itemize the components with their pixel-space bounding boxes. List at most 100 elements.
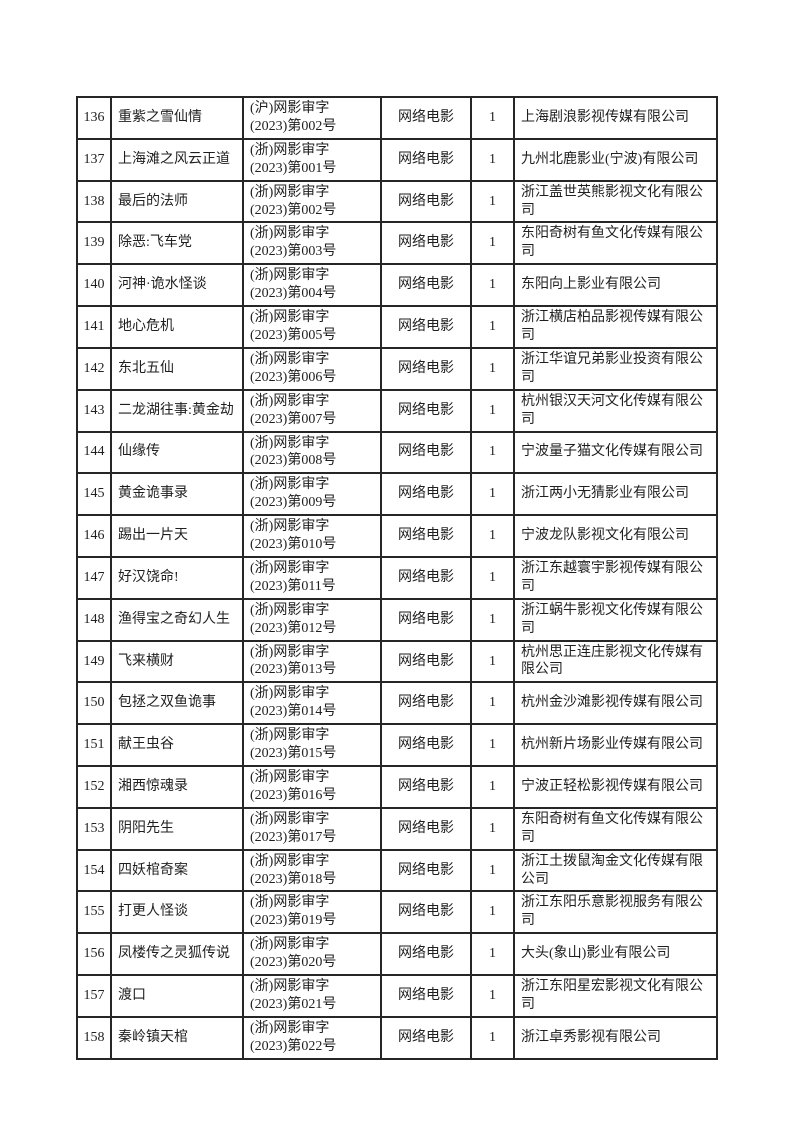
table-row: 141 地心危机 (浙)网影审字 (2023)第005号 网络电影 1 浙江横店… [76, 305, 718, 349]
license-line-2: (2023)第014号 [250, 704, 337, 720]
film-type-cell: 网络电影 [380, 1015, 472, 1060]
row-number-cell: 149 [76, 639, 112, 684]
table-row: 146 踢出一片天 (浙)网影审字 (2023)第010号 网络电影 1 宁波龙… [76, 514, 718, 558]
production-company-cell: 浙江两小无猜影业有限公司 [513, 472, 718, 517]
license-number-cell: (浙)网影审字 (2023)第003号 [242, 221, 382, 266]
table-row: 155 打更人怪谈 (浙)网影审字 (2023)第019号 网络电影 1 浙江东… [76, 890, 718, 935]
film-type-cell: 网络电影 [380, 723, 472, 767]
license-line-1: (浙)网影审字 [250, 686, 330, 702]
license-line-1: (浙)网影审字 [250, 226, 330, 242]
film-title-cell: 好汉饶命! [110, 555, 244, 600]
production-company-cell: 大头(象山)影业有限公司 [513, 932, 718, 977]
row-number-cell: 144 [76, 430, 112, 475]
episode-count-cell: 1 [470, 723, 515, 767]
film-type-cell: 网络电影 [380, 639, 472, 684]
table-row: 145 黄金诡事录 (浙)网影审字 (2023)第009号 网络电影 1 浙江两… [76, 472, 718, 517]
episode-count-cell: 1 [470, 221, 515, 266]
row-number-cell: 142 [76, 346, 112, 391]
episode-count-cell: 1 [470, 806, 515, 851]
film-type-cell: 网络电影 [380, 430, 472, 475]
film-title-cell: 最后的法师 [110, 179, 244, 224]
film-title-cell: 秦岭镇天棺 [110, 1015, 244, 1060]
table-row: 138 最后的法师 (浙)网影审字 (2023)第002号 网络电影 1 浙江盖… [76, 179, 718, 224]
film-title-cell: 除恶:飞车党 [110, 221, 244, 266]
episode-count-cell: 1 [470, 346, 515, 391]
license-number-cell: (浙)网影审字 (2023)第011号 [242, 555, 382, 600]
film-type-cell: 网络电影 [380, 597, 472, 642]
license-line-2: (2023)第011号 [250, 578, 336, 594]
license-number-cell: (浙)网影审字 (2023)第016号 [242, 765, 382, 809]
table-row: 153 阴阳先生 (浙)网影审字 (2023)第017号 网络电影 1 东阳奇树… [76, 806, 718, 851]
production-company-cell: 杭州金沙滩影视传媒有限公司 [513, 681, 718, 726]
row-number-cell: 136 [76, 96, 112, 140]
row-number-cell: 154 [76, 848, 112, 893]
episode-count-cell: 1 [470, 974, 515, 1018]
film-type-cell: 网络电影 [380, 137, 472, 182]
license-line-2: (2023)第019号 [250, 913, 337, 929]
row-number-cell: 150 [76, 681, 112, 726]
table-row: 156 凤楼传之灵狐传说 (浙)网影审字 (2023)第020号 网络电影 1 … [76, 932, 718, 977]
film-type-cell: 网络电影 [380, 555, 472, 600]
table-row: 157 渡口 (浙)网影审字 (2023)第021号 网络电影 1 浙江东阳星宏… [76, 974, 718, 1018]
row-number-cell: 145 [76, 472, 112, 517]
license-line-1: (浙)网影审字 [250, 895, 330, 911]
film-title-cell: 地心危机 [110, 305, 244, 349]
production-company-cell: 浙江东越寰宇影视传媒有限公司 [513, 555, 718, 600]
license-number-cell: (浙)网影审字 (2023)第013号 [242, 639, 382, 684]
license-line-1: (浙)网影审字 [250, 602, 330, 618]
episode-count-cell: 1 [470, 305, 515, 349]
license-line-2: (2023)第022号 [250, 1038, 337, 1054]
license-line-1: (浙)网影审字 [250, 1020, 330, 1036]
license-line-2: (2023)第010号 [250, 537, 337, 553]
episode-count-cell: 1 [470, 555, 515, 600]
license-number-cell: (浙)网影审字 (2023)第020号 [242, 932, 382, 977]
table-row: 150 包拯之双鱼诡事 (浙)网影审字 (2023)第014号 网络电影 1 杭… [76, 681, 718, 726]
film-title-cell: 献王虫谷 [110, 723, 244, 767]
license-number-cell: (浙)网影审字 (2023)第009号 [242, 472, 382, 517]
film-type-cell: 网络电影 [380, 890, 472, 935]
table-row: 151 献王虫谷 (浙)网影审字 (2023)第015号 网络电影 1 杭州新片… [76, 723, 718, 767]
table-row: 152 湘西惊魂录 (浙)网影审字 (2023)第016号 网络电影 1 宁波正… [76, 765, 718, 809]
row-number-cell: 139 [76, 221, 112, 266]
episode-count-cell: 1 [470, 848, 515, 893]
row-number-cell: 157 [76, 974, 112, 1018]
license-number-cell: (浙)网影审字 (2023)第001号 [242, 137, 382, 182]
film-title-cell: 渔得宝之奇幻人生 [110, 597, 244, 642]
film-title-cell: 凤楼传之灵狐传说 [110, 932, 244, 977]
license-line-2: (2023)第005号 [250, 327, 337, 343]
table-row: 144 仙缘传 (浙)网影审字 (2023)第008号 网络电影 1 宁波量子猫… [76, 430, 718, 475]
license-number-cell: (浙)网影审字 (2023)第007号 [242, 388, 382, 433]
license-line-1: (浙)网影审字 [250, 644, 330, 660]
license-line-2: (2023)第021号 [250, 996, 337, 1012]
production-company-cell: 浙江横店柏品影视传媒有限公司 [513, 305, 718, 349]
license-line-1: (浙)网影审字 [250, 560, 330, 576]
row-number-cell: 148 [76, 597, 112, 642]
license-line-1: (浙)网影审字 [250, 728, 330, 744]
episode-count-cell: 1 [470, 96, 515, 140]
license-line-1: (浙)网影审字 [250, 142, 330, 158]
episode-count-cell: 1 [470, 639, 515, 684]
episode-count-cell: 1 [470, 514, 515, 558]
table-row: 147 好汉饶命! (浙)网影审字 (2023)第011号 网络电影 1 浙江东… [76, 555, 718, 600]
license-line-2: (2023)第013号 [250, 662, 337, 678]
table-row: 140 河神·诡水怪谈 (浙)网影审字 (2023)第004号 网络电影 1 东… [76, 263, 718, 308]
table-row: 149 飞来横财 (浙)网影审字 (2023)第013号 网络电影 1 杭州思正… [76, 639, 718, 684]
production-company-cell: 浙江东阳星宏影视文化有限公司 [513, 974, 718, 1018]
license-line-1: (浙)网影审字 [250, 770, 330, 785]
license-line-1: (浙)网影审字 [250, 184, 330, 200]
production-company-cell: 九州北鹿影业(宁波)有限公司 [513, 137, 718, 182]
production-company-cell: 浙江土拨鼠淘金文化传媒有限公司 [513, 848, 718, 893]
film-title-cell: 阴阳先生 [110, 806, 244, 851]
film-type-cell: 网络电影 [380, 514, 472, 558]
row-number-cell: 147 [76, 555, 112, 600]
row-number-cell: 158 [76, 1015, 112, 1060]
license-number-cell: (浙)网影审字 (2023)第017号 [242, 806, 382, 851]
license-line-2: (2023)第016号 [250, 787, 337, 803]
film-title-cell: 包拯之双鱼诡事 [110, 681, 244, 726]
film-title-cell: 湘西惊魂录 [110, 765, 244, 809]
film-title-cell: 打更人怪谈 [110, 890, 244, 935]
license-line-2: (2023)第001号 [250, 160, 337, 176]
license-number-cell: (浙)网影审字 (2023)第006号 [242, 346, 382, 391]
license-line-1: (浙)网影审字 [250, 351, 330, 367]
